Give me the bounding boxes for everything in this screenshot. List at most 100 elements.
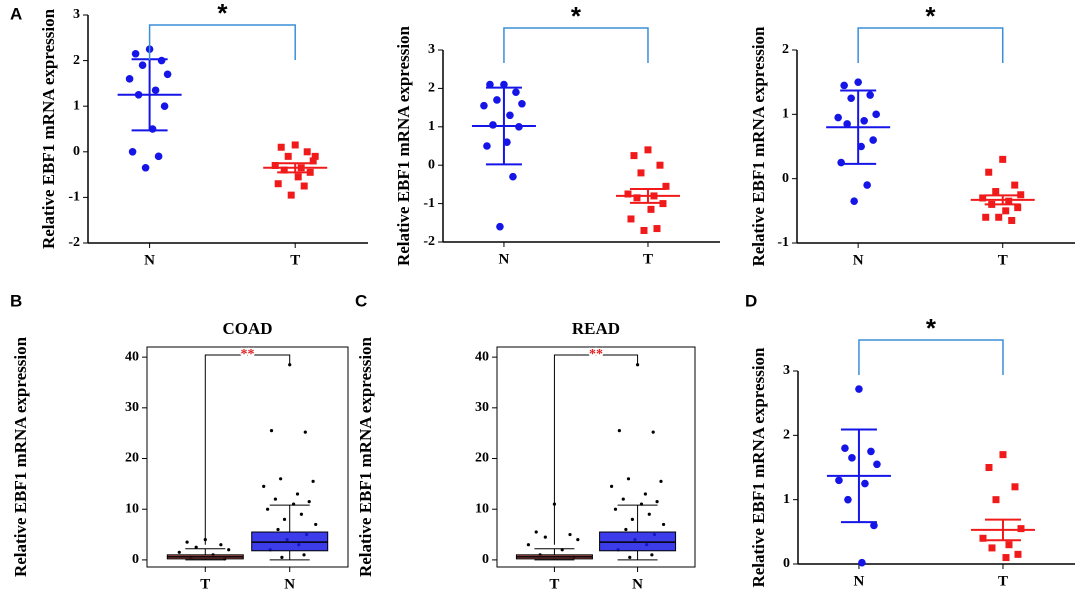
y-tick-label: 2 <box>428 81 435 96</box>
data-point <box>617 429 621 433</box>
data-point <box>628 555 632 559</box>
chart-title: READ <box>572 319 620 338</box>
data-point <box>661 522 666 527</box>
data-point <box>284 152 292 160</box>
data-point <box>1014 550 1022 558</box>
data-point <box>291 141 299 149</box>
y-tick-label: 1 <box>782 107 789 122</box>
y-axis-label: Relative EBF1 mRNA expression <box>11 336 30 577</box>
data-point <box>637 169 645 177</box>
y-tick-label: 20 <box>125 451 139 466</box>
data-point <box>294 173 302 181</box>
significance-bracket <box>553 354 639 545</box>
data-point <box>219 543 223 547</box>
data-point <box>982 213 990 221</box>
significance-label: ** <box>241 347 255 362</box>
y-tick-label: -2 <box>423 234 435 249</box>
y-tick-label: 2 <box>783 428 790 443</box>
data-point <box>276 527 280 532</box>
data-point <box>269 429 274 433</box>
data-point <box>647 205 655 213</box>
data-point <box>873 460 881 469</box>
data-point <box>624 190 632 198</box>
y-tick-label: 1 <box>73 98 80 113</box>
data-point <box>857 142 865 151</box>
data-point <box>125 75 134 83</box>
data-point <box>194 545 198 549</box>
data-point <box>985 168 993 176</box>
data-point <box>279 477 283 481</box>
x-tick-label: T <box>643 251 653 267</box>
y-tick-label: 2 <box>782 42 789 57</box>
plot-frame <box>496 346 696 568</box>
data-point <box>630 152 638 160</box>
data-point <box>287 191 295 199</box>
data-point <box>650 553 654 557</box>
data-point <box>988 544 996 552</box>
y-tick-label: 0 <box>73 144 80 159</box>
data-point <box>489 121 497 129</box>
data-point <box>866 91 874 99</box>
y-tick-label: 10 <box>475 501 489 516</box>
data-point <box>659 479 663 483</box>
y-tick-label: 0 <box>132 552 139 567</box>
x-tick-label: T <box>290 252 300 268</box>
y-axis-label: Relative EBF1 mRNA expression <box>749 26 768 267</box>
data-point <box>282 517 287 521</box>
data-point <box>128 148 137 156</box>
data-point <box>841 444 849 453</box>
data-point <box>512 88 520 97</box>
y-tick-label: 40 <box>475 349 489 364</box>
data-point <box>861 479 869 488</box>
panel-letter: A <box>10 4 22 23</box>
data-point <box>1005 197 1013 205</box>
data-point <box>295 492 300 496</box>
y-tick-label: 0 <box>482 552 489 567</box>
y-tick-label: 0 <box>428 157 435 172</box>
data-point <box>848 454 856 462</box>
data-point <box>314 522 318 527</box>
data-point <box>309 157 317 165</box>
x-tick-label: N <box>853 252 864 268</box>
data-point <box>131 49 140 58</box>
data-point <box>850 197 858 205</box>
panel-letter: C <box>355 291 367 310</box>
significance-label: * <box>925 1 936 31</box>
x-tick-label: T <box>200 576 210 592</box>
significance-bracket <box>204 354 291 545</box>
data-point <box>303 430 307 434</box>
significance-bracket <box>148 24 296 60</box>
y-tick-label: 30 <box>125 400 139 415</box>
data-point <box>609 484 614 489</box>
y-tick-label: 2 <box>73 53 80 68</box>
data-point <box>985 464 993 471</box>
x-tick-label: T <box>998 573 1008 589</box>
data-point <box>1011 181 1019 189</box>
y-axis-label: Relative EBF1 mRNA expression <box>356 336 375 577</box>
data-point <box>644 146 652 154</box>
data-point <box>999 155 1007 163</box>
data-point <box>979 194 987 202</box>
x-tick-label: N <box>284 576 295 592</box>
y-axis-label: Relative EBF1 mRNA expression <box>394 25 413 266</box>
data-point <box>518 99 526 108</box>
data-point <box>999 451 1007 459</box>
data-point <box>840 81 848 90</box>
panel-letter: D <box>745 291 757 310</box>
data-point <box>834 113 842 122</box>
data-point <box>227 548 231 552</box>
data-point <box>266 507 270 511</box>
data-point <box>273 497 278 501</box>
y-tick-label: 0 <box>782 171 789 186</box>
data-point <box>277 143 285 151</box>
data-point <box>1017 525 1025 533</box>
x-tick-label: N <box>144 252 155 268</box>
data-point <box>302 553 306 557</box>
data-point <box>154 152 163 161</box>
data-point <box>307 500 311 504</box>
data-point <box>185 540 189 544</box>
data-point <box>995 213 1003 221</box>
significance-label: * <box>217 0 228 28</box>
data-point <box>576 538 580 542</box>
